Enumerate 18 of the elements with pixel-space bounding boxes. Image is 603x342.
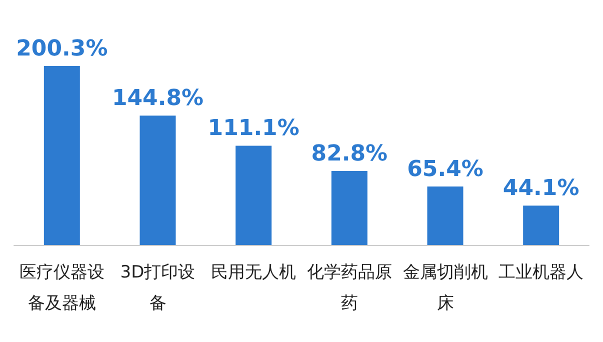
data-label: 200.3% xyxy=(16,36,108,62)
x-tick-label: 金属切削机床 xyxy=(402,262,488,314)
x-tick-label: 化学药品原药 xyxy=(306,262,392,314)
data-label: 144.8% xyxy=(112,86,204,112)
bar xyxy=(427,186,464,245)
data-label: 44.1% xyxy=(502,176,580,202)
x-tick-label: 3D打印设备 xyxy=(120,262,196,314)
bar xyxy=(331,171,368,245)
data-label: 82.8% xyxy=(311,142,388,167)
bar xyxy=(523,206,560,245)
bar xyxy=(44,66,80,245)
x-tick-label: 医疗仪器设备及器械 xyxy=(19,262,104,314)
x-tick-label: 民用无人机 xyxy=(211,262,296,282)
data-label: 65.4% xyxy=(407,157,484,182)
x-tick-label: 工业机器人 xyxy=(498,262,584,282)
data-label: 111.1% xyxy=(208,116,300,142)
bar xyxy=(236,146,272,245)
bar xyxy=(140,116,176,245)
